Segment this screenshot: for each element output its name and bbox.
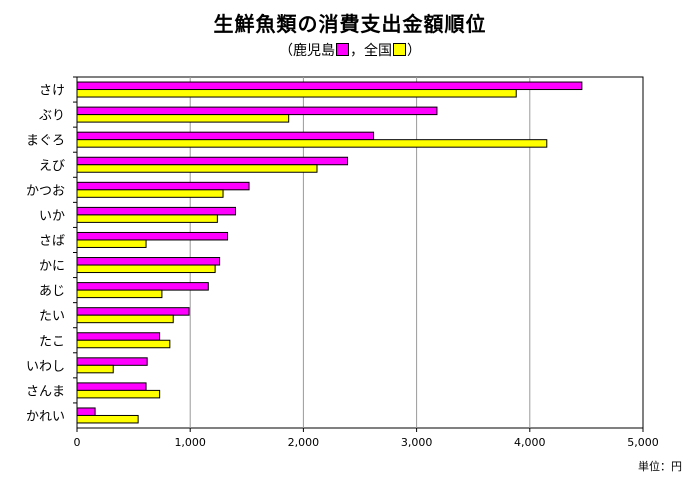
subtitle-close-paren: ）: [407, 43, 421, 59]
bar-national: [76, 389, 161, 399]
bar-kagoshima: [76, 407, 96, 416]
bar-kagoshima: [76, 106, 438, 116]
bar-kagoshima: [76, 181, 250, 191]
x-tick-label: 0: [74, 436, 81, 449]
bar-kagoshima: [76, 282, 209, 291]
bar-national: [76, 214, 218, 223]
category-label: たこ: [39, 334, 65, 349]
category-label: さけ: [39, 84, 65, 99]
bar-national: [76, 239, 147, 248]
bar-kagoshima: [76, 257, 221, 266]
bar-national: [76, 289, 163, 299]
unit-label: 単位：円: [638, 460, 682, 473]
category-label: いわし: [26, 359, 65, 374]
bar-national: [76, 89, 517, 98]
bar-kagoshima: [76, 81, 583, 91]
category-label: ぶり: [39, 109, 65, 124]
x-tick-label: 2,000: [288, 436, 320, 449]
bar-kagoshima: [76, 156, 349, 166]
chart-subtitle-legend: （鹿児島 ，全国 ）: [0, 40, 700, 60]
legend-swatch-national: [393, 43, 406, 56]
x-tick-label: 5,000: [627, 436, 659, 449]
bar-kagoshima: [76, 332, 161, 341]
bar-kagoshima: [76, 131, 375, 141]
legend-label-national: ，全国: [350, 43, 392, 59]
bar-national: [76, 164, 318, 173]
bar-national: [76, 189, 224, 198]
legend-swatch-kagoshima: [336, 43, 349, 56]
bar-national: [76, 139, 548, 148]
bar-national: [76, 264, 216, 274]
x-tick-label: 3,000: [401, 436, 433, 449]
x-tick-label: 4,000: [514, 436, 546, 449]
legend-label-kagoshima: 鹿児島: [293, 43, 335, 59]
bar-national: [76, 114, 290, 123]
category-label: あじ: [39, 284, 65, 299]
category-label: さば: [39, 234, 65, 249]
bar-kagoshima: [76, 307, 190, 316]
x-tick-label: 1,000: [174, 436, 206, 449]
category-label: たい: [39, 309, 65, 324]
category-label: かつお: [26, 184, 65, 199]
subtitle-open-paren: （: [279, 43, 293, 59]
bar-kagoshima: [76, 206, 236, 216]
bar-kagoshima: [76, 357, 148, 366]
bar-national: [76, 314, 174, 324]
category-label: かに: [39, 259, 65, 274]
category-label: いか: [39, 209, 65, 224]
bar-kagoshima: [76, 231, 229, 241]
category-label: かれい: [26, 409, 65, 424]
bar-national: [76, 364, 114, 374]
chart-title: 生鮮魚類の消費支出金額順位: [213, 12, 487, 36]
bar-kagoshima: [76, 382, 147, 391]
category-label: まぐろ: [26, 134, 65, 149]
bar-national: [76, 339, 171, 349]
category-label: さんま: [26, 384, 65, 399]
plot-area: [76, 76, 644, 429]
category-label: えび: [39, 159, 65, 174]
bar-national: [76, 414, 139, 424]
